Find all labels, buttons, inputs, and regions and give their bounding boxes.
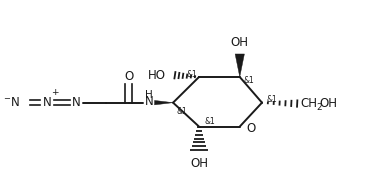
Text: N: N — [43, 96, 51, 109]
Text: &1: &1 — [204, 117, 215, 126]
Text: CH: CH — [300, 97, 317, 110]
Text: O: O — [246, 122, 256, 135]
Text: OH: OH — [320, 97, 338, 110]
Text: OH: OH — [231, 36, 249, 49]
Text: &1: &1 — [177, 107, 188, 116]
Text: N: N — [72, 96, 81, 109]
Text: OH: OH — [190, 157, 208, 170]
Text: &1: &1 — [186, 70, 197, 79]
Text: HO: HO — [148, 69, 166, 82]
Text: +: + — [51, 88, 58, 97]
Polygon shape — [235, 54, 244, 77]
Text: 2: 2 — [316, 104, 322, 112]
Text: N: N — [145, 95, 153, 108]
Polygon shape — [154, 101, 173, 105]
Text: &1: &1 — [266, 95, 277, 104]
Text: &1: &1 — [243, 76, 254, 85]
Text: H: H — [145, 90, 153, 100]
Text: O: O — [124, 70, 133, 83]
Text: $^{-}$N: $^{-}$N — [3, 96, 20, 109]
